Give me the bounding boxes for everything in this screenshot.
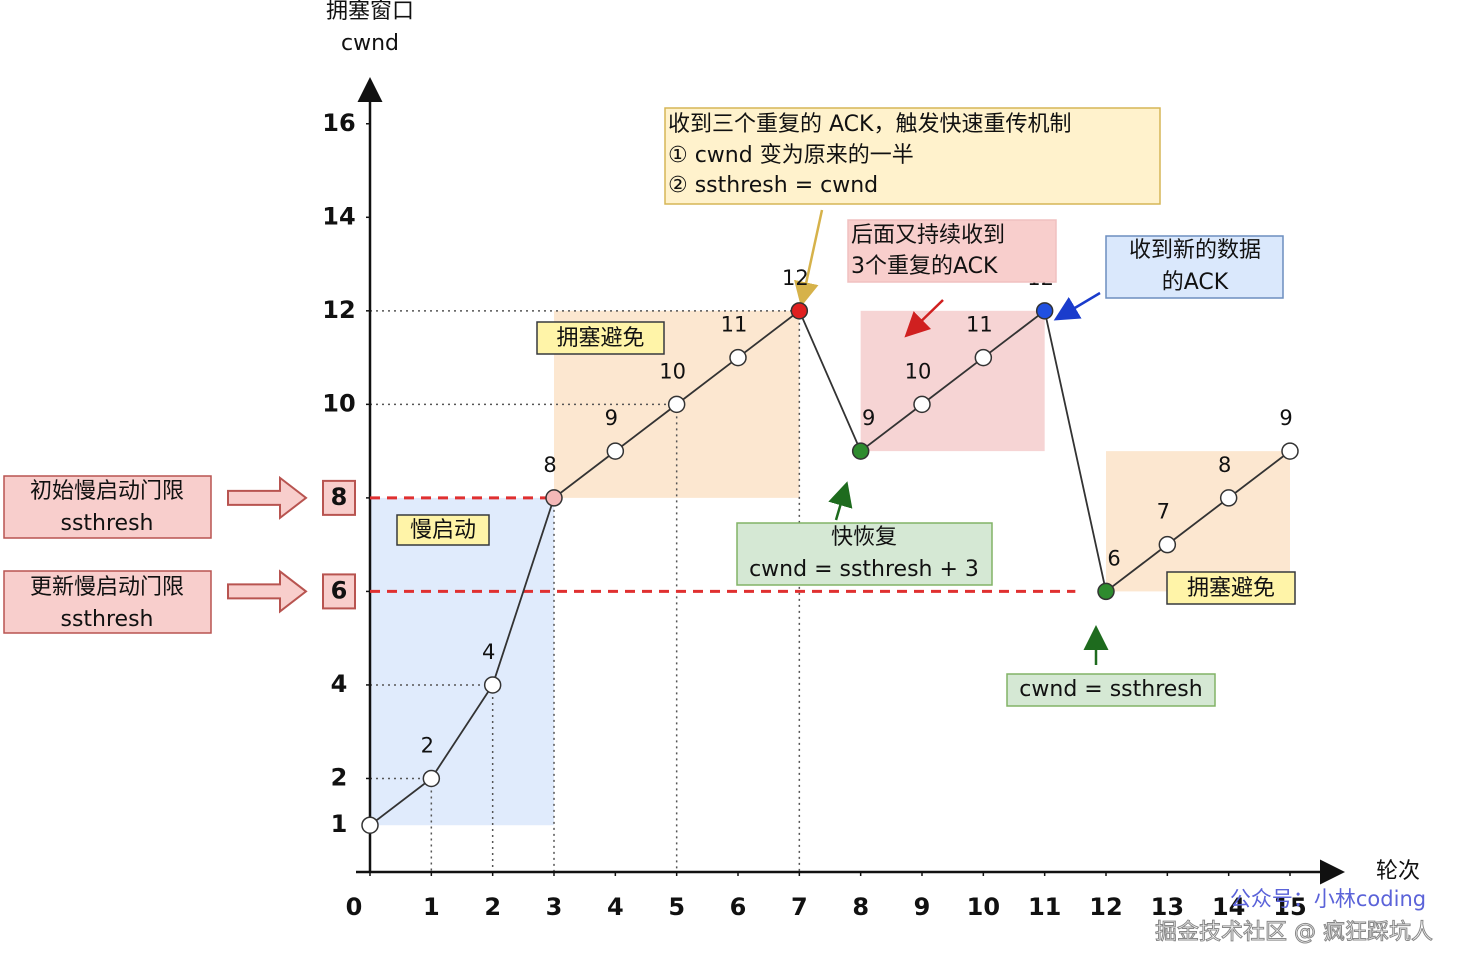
data-point [545,489,563,507]
annotation-text: ssthresh [61,511,154,536]
y-tick-label: 4 [331,670,348,698]
data-label: 7 [1157,500,1170,524]
data-label: 10 [659,359,686,383]
x-tick-label: 6 [730,893,747,921]
annotation-text: ① cwnd 变为原来的一半 [668,143,914,168]
x-tick-label: 11 [1028,893,1061,921]
data-label: 9 [605,406,618,430]
data-label: 10 [905,359,932,383]
x-tick-label: 15 [1273,893,1306,921]
annotation-arrow [904,299,944,338]
data-label: 9 [1279,406,1292,430]
x-tick-label: 9 [914,893,931,921]
phase-label-box [396,514,490,546]
watermark: 公众号：小林coding [1230,887,1426,911]
data-label: 9 [862,406,875,430]
y-tick-label: 2 [331,763,348,791]
data-label: 8 [543,453,556,477]
data-label: 11 [721,313,748,337]
phase-label-box [1166,571,1296,605]
annotation-text: 收到三个重复的 ACK，触发快速重传机制 [668,112,1071,137]
data-label: 4 [482,640,495,664]
annotation-text: 收到新的数据 [1129,238,1261,263]
annotation-arrow [794,209,824,307]
data-point [1097,582,1115,601]
phase-label: 拥塞避免 [556,326,644,351]
phase-region [370,497,554,826]
x-tick-label: 3 [546,893,563,921]
tick-highlight [322,479,356,516]
annotation-box [3,570,212,634]
x-tick-label: 2 [484,893,501,921]
annotation-text: 初始慢启动门限 [30,479,184,504]
annotation-text: 3个重复的ACK [851,254,998,279]
x-tick-label: 5 [668,893,685,921]
x-tick-label: 1 [423,893,440,921]
annotation-arrow [828,481,853,521]
data-point [729,348,747,367]
data-point [1281,442,1299,460]
y-axis-label: cwnd [341,31,399,56]
annotation-arrow [1053,291,1101,321]
annotation-text: 快恢复 [831,525,897,550]
data-label: 12 [782,266,809,290]
y-tick-label: 16 [322,109,355,137]
data-point [1035,302,1054,320]
data-point [606,442,625,460]
annotation-box [1006,673,1216,707]
y-tick-label: 8 [331,483,348,511]
threshold-arrow [227,475,308,520]
annotation-text: ssthresh [61,607,154,632]
data-point [1158,535,1177,554]
phase-label-box [536,321,665,355]
data-point [483,676,502,694]
data-point [422,769,441,788]
annotation-box [664,107,1161,205]
data-point [790,302,809,320]
annotation-box [847,219,1057,283]
data-point [851,442,870,460]
data-label: 6 [1107,546,1120,570]
annotation-box [736,522,993,586]
y-tick-label: 6 [331,576,348,604]
data-label: 2 [421,733,434,757]
x-tick-label: 4 [607,893,624,921]
phase-label: 拥塞避免 [1187,576,1275,601]
x-axis-label: 轮次 [1376,859,1420,884]
annotation-text: cwnd = ssthresh + 3 [749,557,979,582]
data-point [913,395,931,414]
x-tick-label: 10 [967,893,1000,921]
annotation-text: cwnd = ssthresh [1019,677,1202,702]
x-tick-label: 7 [791,893,808,921]
tick-highlight [322,573,356,610]
annotation-box [3,475,212,539]
phase-label: 慢启动 [410,518,476,543]
annotation-text: 的ACK [1162,270,1229,295]
data-line [369,309,1291,826]
data-point [667,395,686,414]
data-label: 8 [1218,453,1231,477]
y-tick-label: 10 [322,389,355,417]
data-label: 11 [966,313,993,337]
x-tick-label: 8 [852,893,869,921]
watermark: 掘金技术社区 @ 疯狂踩坑人 [1155,920,1433,945]
y-tick-label: 12 [322,296,355,324]
x-tick-label: 13 [1151,893,1184,921]
y-tick-label: 1 [331,810,348,838]
threshold-arrow [227,569,308,614]
annotation-text: 后面又持续收到 [851,223,1005,248]
annotation-text: 更新慢启动门限 [30,575,184,600]
data-point [974,348,993,367]
x-tick-label: 12 [1089,893,1122,921]
annotation-box [1105,235,1284,299]
y-tick-label: 14 [322,202,355,230]
annotation-text: ② ssthresh = cwnd [668,173,878,198]
x-tick-label: 14 [1212,893,1245,921]
data-point [361,816,379,834]
x-tick-label: 0 [346,893,363,921]
data-point [1219,489,1238,507]
y-axis-label: 拥塞窗口 [326,0,414,24]
